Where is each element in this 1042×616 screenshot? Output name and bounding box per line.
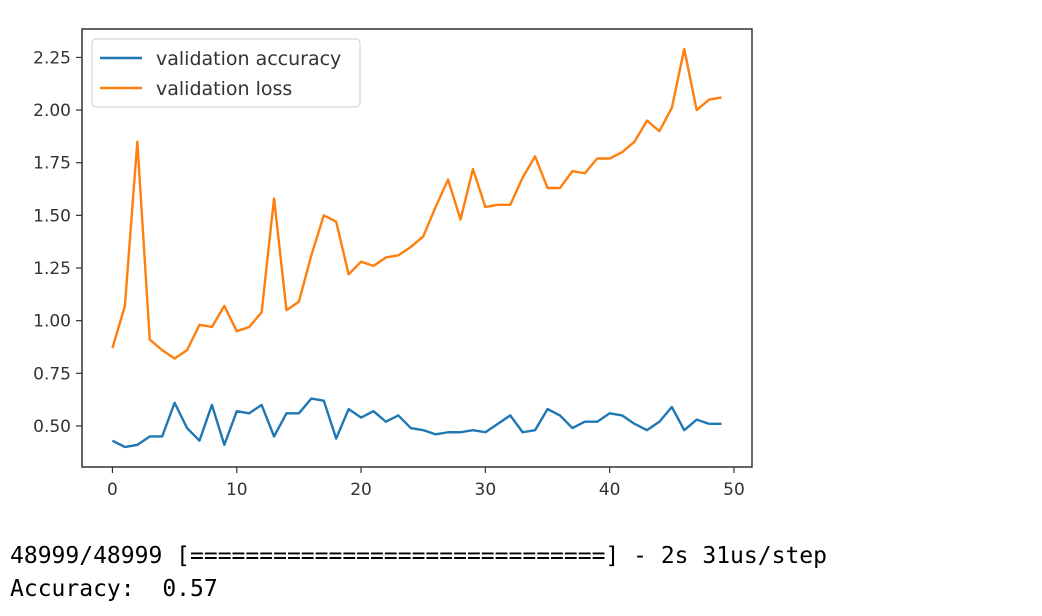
series-line-validation-accuracy — [111, 397, 722, 449]
x-tick-label: 40 — [599, 480, 621, 500]
x-tick-label: 30 — [475, 480, 497, 500]
y-tick-label: 1.00 — [33, 312, 71, 332]
x-tick-label: 0 — [107, 480, 118, 500]
y-tick-label: 2.25 — [33, 48, 71, 68]
y-tick-label: 1.50 — [33, 206, 71, 226]
y-tick-label: 0.50 — [33, 417, 71, 437]
y-tick-label: 1.75 — [33, 154, 71, 174]
plot-axes: 0.50 0.75 1.00 1.25 1.50 1.75 2.00 2.25 0 10 20 30 4… — [33, 28, 753, 500]
series-line-validation-loss — [111, 47, 722, 360]
training-progress-text: 48999/48999 [===========================… — [10, 543, 827, 569]
series-lines — [111, 47, 722, 449]
x-tick-label: 10 — [226, 480, 248, 500]
y-tick-label: 0.75 — [33, 364, 71, 384]
legend-box — [91, 38, 361, 108]
legend-label: validation accuracy — [156, 48, 341, 70]
x-tick-label: 50 — [723, 480, 745, 500]
legend: validation accuracy validation loss — [91, 38, 361, 108]
y-tick-label: 2.00 — [33, 101, 71, 121]
line-chart: 0.50 0.75 1.00 1.25 1.50 1.75 2.00 2.25 0 10 20 30 4… — [33, 28, 753, 500]
legend-label: validation loss — [156, 78, 292, 100]
x-tick-label: 20 — [350, 480, 372, 500]
plot-frame — [81, 28, 753, 468]
accuracy-result-text: Accuracy: 0.57 — [10, 576, 218, 602]
y-tick-label: 1.25 — [33, 259, 71, 279]
